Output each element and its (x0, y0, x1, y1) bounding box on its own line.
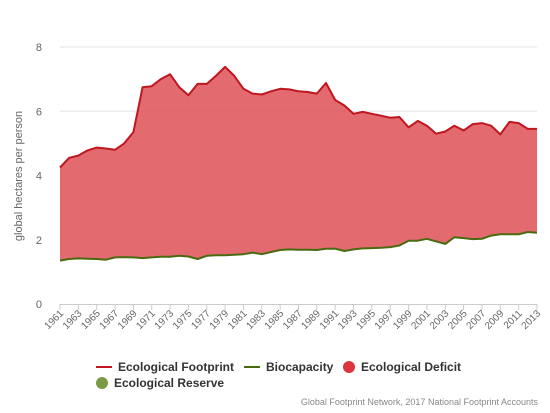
x-tick-label: 1971 (134, 308, 158, 332)
x-tick-label: 1983 (244, 308, 268, 332)
x-tick-label: 2001 (410, 308, 434, 332)
x-tick-label: 2013 (520, 308, 544, 332)
x-tick-label: 1975 (171, 308, 195, 332)
x-tick-label: 1985 (263, 308, 287, 332)
credits-text: Global Footprint Network, 2017 National … (300, 397, 538, 407)
x-tick-label: 1993 (336, 308, 360, 332)
y-tick-label: 0 (36, 299, 42, 311)
y-axis-label: global hectares per person (13, 111, 25, 241)
legend-item-ecological-deficit[interactable]: Ecological Deficit (343, 360, 461, 374)
y-tick-label: 2 (36, 235, 42, 247)
legend-item-ecological-reserve[interactable]: Ecological Reserve (96, 376, 224, 390)
biocapacity-line[interactable] (59, 231, 538, 262)
x-tick-label: 2007 (465, 308, 489, 332)
x-tick-label: 2011 (502, 308, 525, 331)
x-tick-label: 1995 (355, 308, 379, 332)
legend-item-biocapacity[interactable]: Biocapacity (244, 360, 333, 374)
x-tick-label: 1973 (153, 308, 177, 332)
y-tick-label: 6 (36, 106, 42, 118)
x-tick-label: 2005 (446, 308, 470, 332)
area-fills (60, 66, 537, 304)
x-tick-label: 1999 (391, 308, 415, 332)
x-tick-label: 1979 (208, 308, 232, 332)
x-tick-label: 2009 (483, 308, 507, 332)
y-tick-label: 8 (36, 42, 42, 54)
x-tick-label: 1997 (373, 308, 397, 332)
x-tick-label: 1977 (189, 308, 213, 332)
legend-item-ecological-footprint[interactable]: Ecological Footprint (96, 360, 234, 374)
x-tick-label: 1961 (43, 308, 67, 332)
ecological-deficit-area (60, 66, 537, 261)
x-tick-label: 1965 (79, 308, 103, 332)
legend-label-deficit: Ecological Deficit (361, 360, 462, 374)
x-tick-label: 1963 (61, 308, 85, 332)
x-tick-label: 1989 (299, 308, 323, 332)
legend-label-reserve: Ecological Reserve (114, 376, 225, 390)
legend-swatch-footprint (96, 366, 112, 368)
legend-label-biocapacity: Biocapacity (266, 360, 334, 374)
legend-swatch-biocapacity (244, 366, 260, 368)
x-tick-label: 2003 (428, 308, 452, 332)
below-biocapacity-area (60, 232, 537, 304)
y-tick-label: 4 (36, 171, 42, 183)
ecological-footprint-line[interactable] (59, 65, 537, 169)
x-tick-labels: 1961196319651967196919711973197519771979… (43, 304, 544, 332)
x-tick-label: 1969 (116, 308, 140, 332)
legend-swatch-reserve (96, 377, 108, 389)
x-tick-label: 1987 (281, 308, 305, 332)
x-tick-label: 1991 (318, 308, 342, 332)
legend-label-footprint: Ecological Footprint (118, 360, 234, 374)
legend-swatch-deficit (343, 361, 355, 373)
x-tick-label: 1967 (98, 308, 122, 332)
series-lines (59, 65, 538, 262)
y-tick-labels: 0 2 4 6 8 (36, 42, 42, 311)
x-tick-label: 1981 (226, 308, 250, 332)
